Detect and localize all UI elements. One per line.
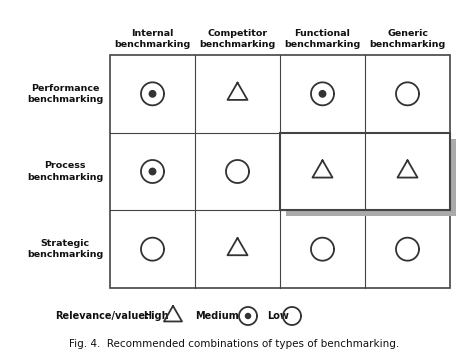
- Bar: [286, 139, 456, 216]
- Polygon shape: [319, 91, 326, 97]
- Text: Internal
benchmarking: Internal benchmarking: [114, 29, 190, 49]
- Text: Strategic
benchmarking: Strategic benchmarking: [27, 239, 103, 259]
- Text: Process
benchmarking: Process benchmarking: [27, 161, 103, 181]
- Polygon shape: [149, 91, 156, 97]
- Text: Relevance/value:: Relevance/value:: [55, 311, 149, 321]
- Text: High: High: [143, 311, 168, 321]
- Bar: [280, 133, 450, 210]
- Text: Fig. 4.  Recommended combinations of types of benchmarking.: Fig. 4. Recommended combinations of type…: [69, 339, 399, 349]
- Text: Low: Low: [267, 311, 289, 321]
- Text: Generic
benchmarking: Generic benchmarking: [369, 29, 446, 49]
- Text: Performance
benchmarking: Performance benchmarking: [27, 84, 103, 104]
- Text: Medium: Medium: [195, 311, 239, 321]
- Text: Competitor
benchmarking: Competitor benchmarking: [199, 29, 276, 49]
- Polygon shape: [149, 168, 156, 175]
- Bar: [110, 55, 450, 288]
- Text: Functional
benchmarking: Functional benchmarking: [285, 29, 361, 49]
- Polygon shape: [246, 314, 250, 319]
